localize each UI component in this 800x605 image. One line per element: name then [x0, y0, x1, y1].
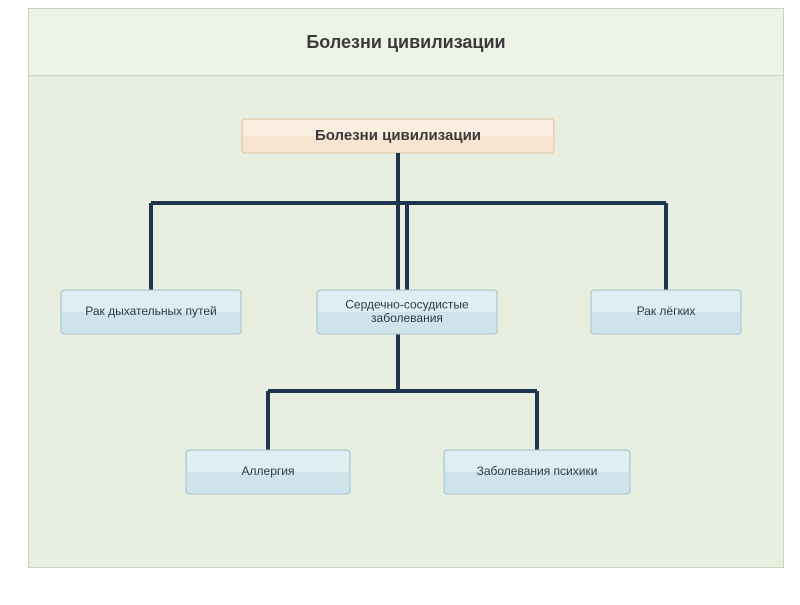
svg-text:Болезни цивилизации: Болезни цивилизации — [315, 127, 481, 144]
svg-text:заболевания: заболевания — [371, 311, 443, 325]
root-node: Болезни цивилизации — [242, 119, 554, 153]
page: Болезни цивилизации Болезни цивилизации Р… — [0, 0, 800, 600]
svg-text:Рак лёгких: Рак лёгких — [637, 304, 696, 318]
svg-text:Аллергия: Аллергия — [242, 464, 295, 478]
node-allergy: Аллергия — [186, 450, 350, 494]
content-panel: Болезни цивилизации Болезни цивилизации Р… — [28, 8, 784, 568]
diagram-stage: Болезни цивилизации Рак дыхательных путей… — [29, 75, 783, 567]
svg-text:Сердечно-сосудистые: Сердечно-сосудистые — [345, 297, 469, 311]
node-mental-disorders: Заболевания психики — [444, 450, 630, 494]
node-respiratory-cancer: Рак дыхательных путей — [61, 290, 241, 334]
node-lung-cancer: Рак лёгких — [591, 290, 741, 334]
title-band: Болезни цивилизации — [29, 9, 783, 76]
svg-text:Заболевания психики: Заболевания психики — [477, 464, 598, 478]
svg-text:Рак дыхательных путей: Рак дыхательных путей — [85, 304, 216, 318]
page-title: Болезни цивилизации — [306, 32, 505, 53]
node-cardiovascular: Сердечно-сосудистыезаболевания — [317, 290, 497, 334]
